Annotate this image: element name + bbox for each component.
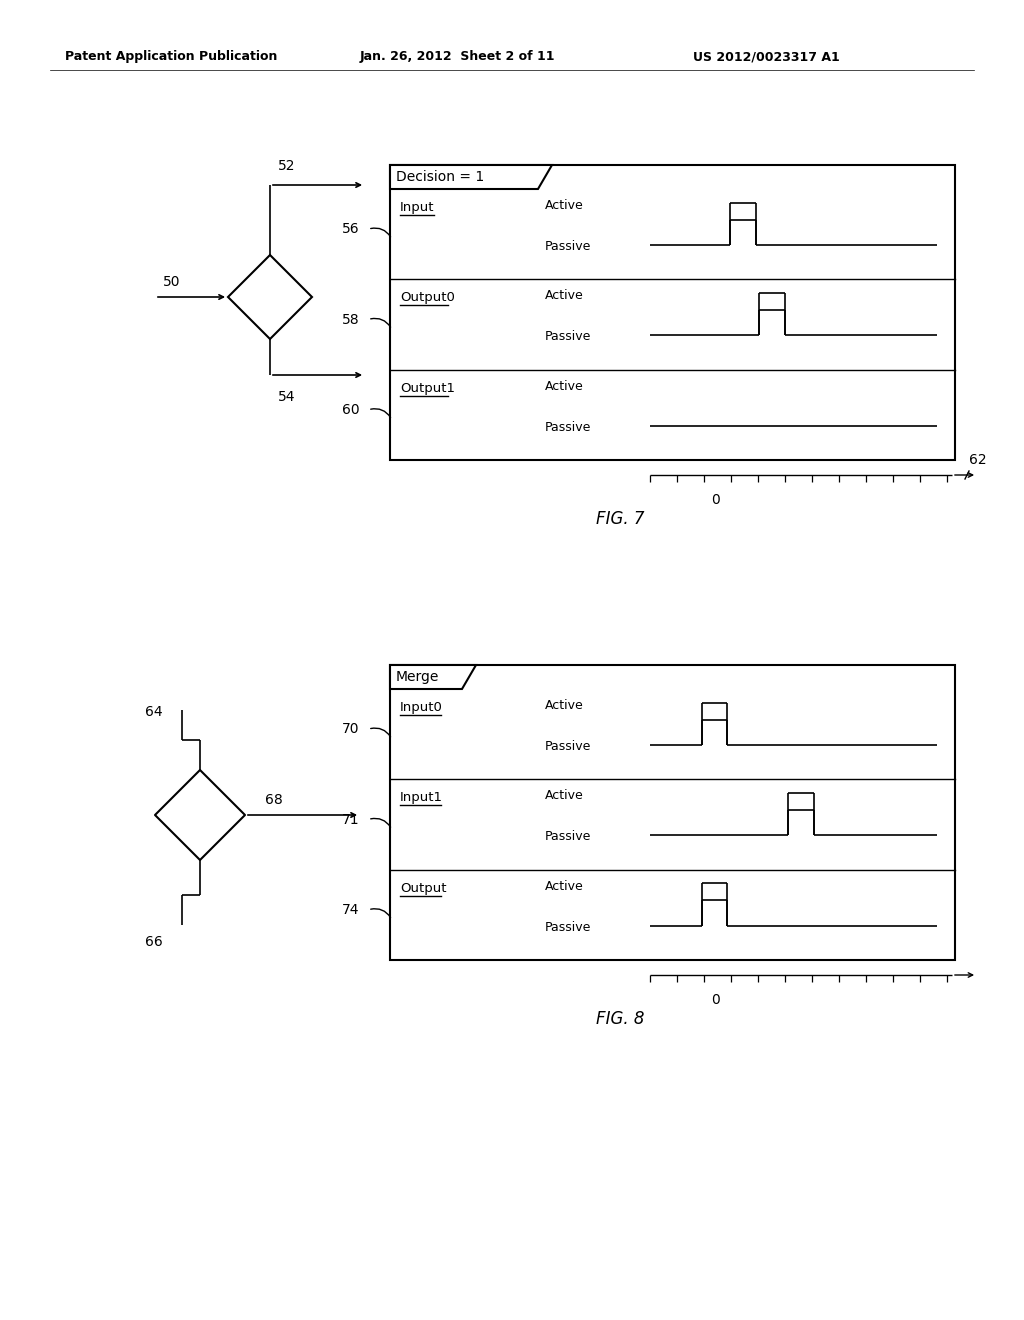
Text: 71: 71 [342,813,359,826]
Text: 0: 0 [711,492,720,507]
Text: 70: 70 [342,722,359,737]
Text: US 2012/0023317 A1: US 2012/0023317 A1 [693,50,840,63]
Text: 54: 54 [278,389,296,404]
Text: Input1: Input1 [400,791,443,804]
Text: Passive: Passive [545,741,592,754]
Text: Passive: Passive [545,330,592,343]
Text: Active: Active [545,789,584,803]
Text: 66: 66 [145,935,163,949]
Text: 60: 60 [342,403,359,417]
Text: Active: Active [545,879,584,892]
Text: Decision = 1: Decision = 1 [396,170,484,183]
Bar [390,165,955,459]
Text: Input: Input [400,201,434,214]
Text: Active: Active [545,199,584,213]
Polygon shape [390,165,552,189]
Text: 62: 62 [969,453,987,467]
Text: 56: 56 [342,222,359,236]
Text: 64: 64 [145,705,163,719]
Text: Active: Active [545,700,584,711]
Text: Passive: Passive [545,921,592,933]
Text: Active: Active [545,380,584,392]
Text: FIG. 7: FIG. 7 [596,510,644,528]
Text: Jan. 26, 2012  Sheet 2 of 11: Jan. 26, 2012 Sheet 2 of 11 [360,50,555,63]
Text: Passive: Passive [545,830,592,843]
Text: Merge: Merge [396,671,439,684]
Text: FIG. 8: FIG. 8 [596,1010,644,1028]
Text: 0: 0 [711,993,720,1007]
Text: Output0: Output0 [400,292,455,305]
Text: 50: 50 [163,275,180,289]
Text: Active: Active [545,289,584,302]
Text: Passive: Passive [545,240,592,253]
Polygon shape [390,665,476,689]
Text: Output: Output [400,882,446,895]
Text: Passive: Passive [545,421,592,434]
Text: Input0: Input0 [400,701,442,714]
Text: Output1: Output1 [400,381,455,395]
Text: 52: 52 [278,158,296,173]
Bar [390,665,955,960]
Text: 74: 74 [342,903,359,917]
Text: 68: 68 [265,793,283,807]
Text: Patent Application Publication: Patent Application Publication [65,50,278,63]
Text: 58: 58 [342,313,359,326]
